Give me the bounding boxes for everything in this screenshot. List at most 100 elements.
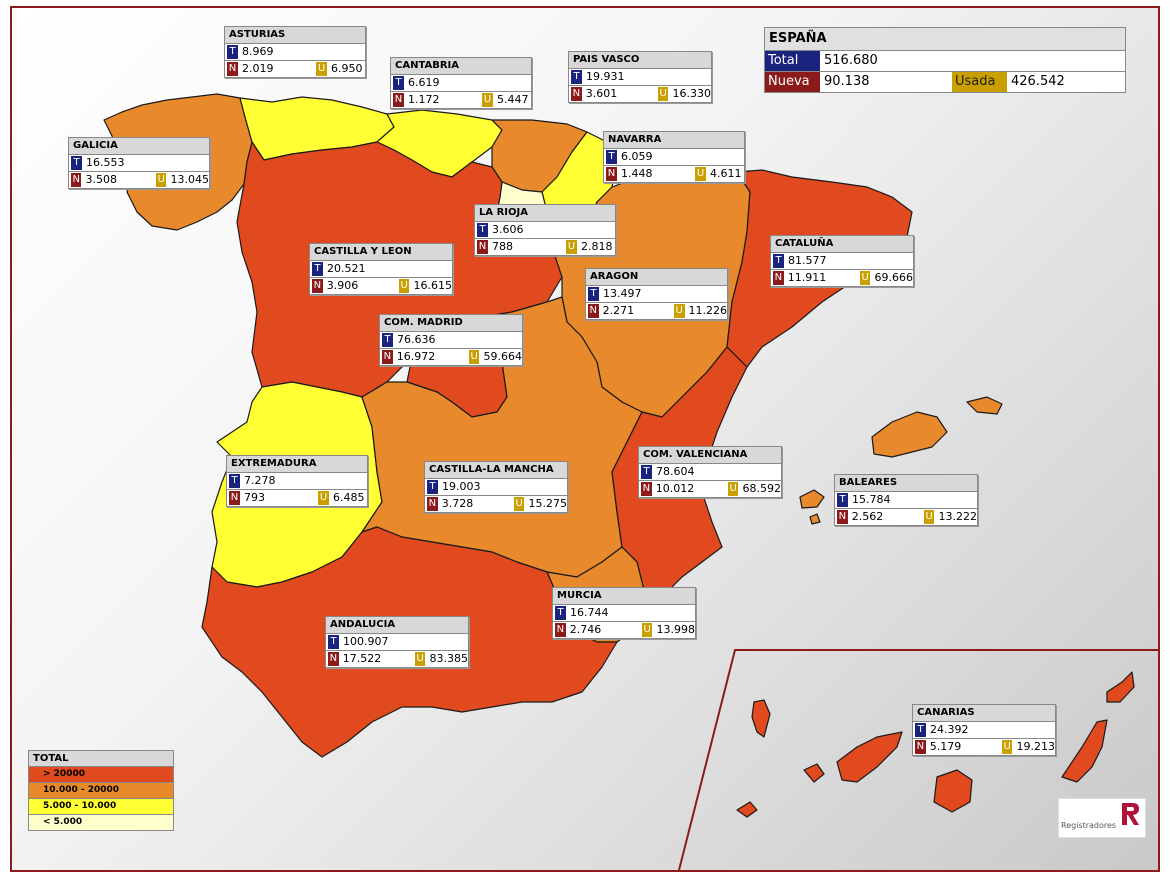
total-value: 6.059 (621, 150, 653, 163)
new-key: N (477, 240, 488, 254)
new-key: N (606, 167, 617, 181)
used-key: U (695, 167, 706, 181)
spain-title: ESPAÑA (764, 27, 1126, 51)
legend-title: TOTAL (28, 750, 174, 767)
spain-summary: ESPAÑA Total 516.680 Nueva 90.138 Usada … (764, 27, 1126, 93)
new-key: N (393, 93, 404, 107)
used-value: 68.592 (742, 482, 781, 495)
total-value: 7.278 (244, 474, 276, 487)
total-key: T (477, 223, 488, 237)
used-key: U (1001, 740, 1013, 754)
label-castilla-leon: CASTILLA Y LEON T 20.521 N 3.906 U 16.615 (309, 243, 453, 295)
new-value: 5.179 (929, 740, 962, 753)
total-value: 16.553 (86, 156, 125, 169)
new-key: N (837, 510, 848, 524)
total-label: Total (765, 51, 820, 71)
total-value: 20.521 (327, 262, 366, 275)
usada-value: 426.542 (1011, 74, 1065, 89)
region-name: COM. MADRID (379, 314, 523, 332)
label-andalucia: ANDALUCIA T 100.907 N 17.522 U 83.385 (325, 616, 469, 668)
region-baleares-mallorca[interactable] (871, 411, 948, 458)
label-cataluna: CATALUÑA T 81.577 N 11.911 U 69.666 (770, 235, 914, 287)
used-key: U (156, 173, 167, 187)
region-name: GALICIA (68, 137, 210, 155)
used-key: U (482, 93, 493, 107)
total-value: 19.003 (442, 480, 481, 493)
label-asturias: ASTURIAS T 8.969 N 2.019 U 6.950 (224, 26, 366, 78)
region-canarias-la-palma[interactable] (751, 699, 771, 738)
label-pais-vasco: PAIS VASCO T 19.931 N 3.601 U 16.330 (568, 51, 712, 103)
label-navarra: NAVARRA T 6.059 N 1.448 U 4.611 (603, 131, 745, 183)
used-key: U (923, 510, 935, 524)
total-value: 81.577 (788, 254, 827, 267)
usada-label: Usada (952, 72, 1007, 92)
region-canarias-fuerteventura[interactable] (1061, 719, 1108, 783)
used-value: 6.485 (333, 491, 365, 504)
total-key: T (571, 70, 582, 84)
total-value: 78.604 (656, 465, 695, 478)
total-key: T (606, 150, 617, 164)
used-value: 13.998 (656, 623, 695, 636)
new-key: N (588, 304, 599, 318)
legend-item: 5.000 - 10.000 (28, 799, 174, 815)
new-value: 3.601 (585, 87, 618, 100)
used-key: U (566, 240, 577, 254)
label-aragon: ARAGON T 13.497 N 2.271 U 11.226 (585, 268, 728, 320)
total-key: T (312, 262, 323, 276)
nueva-value: 90.138 (824, 74, 870, 89)
region-name: COM. VALENCIANA (638, 446, 782, 464)
total-value: 100.907 (343, 635, 389, 648)
total-key: T (773, 254, 784, 268)
region-canarias-la-gomera[interactable] (803, 763, 825, 783)
region-name: ANDALUCIA (325, 616, 469, 634)
new-value: 3.508 (85, 173, 117, 186)
used-key: U (657, 87, 669, 101)
new-key: N (773, 271, 784, 285)
new-value: 2.562 (851, 510, 884, 523)
registradores-logo: Registradores (1058, 798, 1146, 838)
used-value: 16.615 (413, 279, 452, 292)
total-key: T (328, 635, 339, 649)
used-key: U (414, 652, 426, 666)
region-name: MURCIA (552, 587, 696, 605)
canarias-inset-border (677, 649, 1158, 870)
used-value: 83.385 (429, 652, 468, 665)
region-canarias-tenerife[interactable] (836, 731, 903, 783)
region-name: ARAGON (585, 268, 728, 286)
used-key: U (468, 350, 480, 364)
region-name: LA RIOJA (474, 204, 616, 222)
used-key: U (513, 497, 525, 511)
total-key: T (915, 723, 926, 737)
total-key: T (227, 45, 238, 59)
new-value: 793 (244, 491, 265, 504)
region-baleares-menorca[interactable] (966, 396, 1003, 415)
total-key: T (427, 480, 438, 494)
new-value: 2.271 (602, 304, 635, 317)
legend: TOTAL > 20000 10.000 - 20000 5.000 - 10.… (28, 750, 174, 831)
region-baleares-ibiza[interactable] (799, 489, 825, 509)
label-la-rioja: LA RIOJA T 3.606 N 788 U 2.818 (474, 204, 616, 256)
region-name: CASTILLA Y LEON (309, 243, 453, 261)
total-value: 13.497 (603, 287, 642, 300)
region-baleares-formentera[interactable] (809, 513, 821, 525)
logo-text: Registradores (1061, 821, 1117, 830)
used-key: U (727, 482, 739, 496)
used-value: 6.950 (331, 62, 363, 75)
region-canarias-el-hierro[interactable] (736, 801, 758, 818)
label-madrid: COM. MADRID T 76.636 N 16.972 U 59.664 (379, 314, 523, 366)
region-canarias-lanzarote[interactable] (1106, 671, 1135, 703)
new-value: 2.019 (242, 62, 274, 75)
legend-item: 10.000 - 20000 (28, 783, 174, 799)
used-key: U (673, 304, 685, 318)
used-value: 13.045 (170, 173, 209, 186)
new-key: N (571, 87, 582, 101)
used-value: 19.213 (1016, 740, 1055, 753)
total-value: 24.392 (930, 723, 969, 736)
total-key: T (837, 493, 848, 507)
region-canarias-gran-canaria[interactable] (933, 769, 973, 813)
registradores-r-icon (1122, 803, 1139, 825)
used-key: U (318, 491, 329, 505)
nueva-label: Nueva (765, 72, 820, 92)
total-key: T (382, 333, 393, 347)
label-murcia: MURCIA T 16.744 N 2.746 U 13.998 (552, 587, 696, 639)
